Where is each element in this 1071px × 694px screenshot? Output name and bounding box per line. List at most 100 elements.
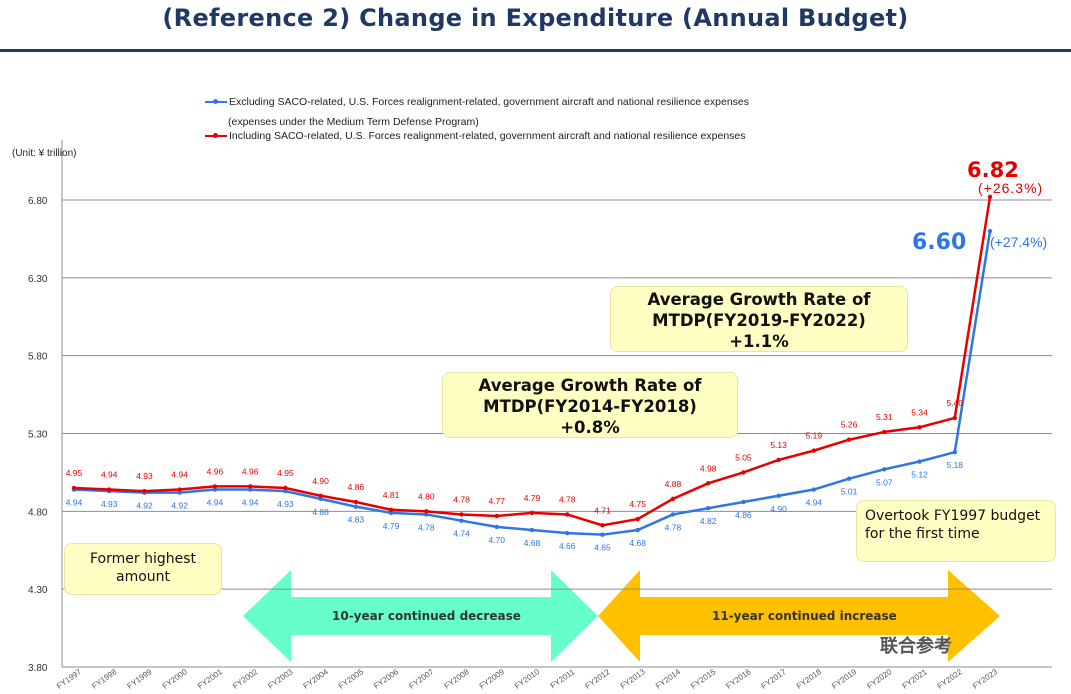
legend-red: Including SACO-related, U.S. Forces real…	[205, 130, 746, 142]
former-highest-text: Former highest amount	[89, 551, 196, 585]
x-tick-label: FY2008	[443, 667, 472, 691]
data-label: 4.95	[66, 468, 83, 478]
data-label: 4.68	[629, 538, 646, 548]
legend-red-swatch	[205, 133, 227, 139]
callout-mtdp-2019-2022: Average Growth Rate of MTDP(FY2019-FY202…	[610, 286, 908, 352]
legend-blue-label: Excluding SACO-related, U.S. Forces real…	[229, 96, 750, 108]
callout-mtdp-2014-2018: Average Growth Rate of MTDP(FY2014-FY201…	[442, 372, 738, 438]
data-point	[247, 487, 253, 492]
page-title: (Reference 2) Change in Expenditure (Ann…	[162, 4, 909, 32]
red-end-value: 6.82	[967, 158, 1019, 182]
data-point	[459, 512, 464, 517]
x-tick-label: FY2001	[196, 667, 225, 691]
data-label: 4.88	[665, 479, 682, 489]
data-point	[388, 510, 394, 516]
data-point	[741, 499, 746, 505]
data-point	[670, 496, 676, 502]
y-tick-label: 4.30	[28, 585, 48, 596]
data-label: 4.65	[594, 543, 611, 553]
data-label: 4.94	[806, 498, 823, 508]
data-point	[494, 513, 499, 519]
data-point	[529, 510, 535, 516]
blue-end-pct: (+27.4%)	[990, 234, 1048, 250]
data-label: 5.12	[911, 470, 928, 480]
data-label: 4.95	[277, 468, 294, 478]
data-label: 5.05	[735, 452, 752, 462]
data-point	[882, 467, 887, 472]
data-label: 4.70	[488, 535, 505, 545]
y-tick-label: 6.30	[28, 274, 48, 285]
x-tick-label: FY2020	[865, 667, 894, 691]
data-label: 4.78	[559, 494, 576, 504]
y-tick-label: 5.30	[28, 430, 48, 441]
callout-former-highest: Former highest amount	[64, 543, 222, 595]
data-point	[776, 457, 781, 463]
data-label: 4.86	[348, 482, 365, 492]
data-label: 4.96	[207, 466, 224, 476]
data-label: 4.90	[770, 504, 787, 514]
decrease-arrow-label: 10-year continued decrease	[332, 609, 521, 623]
data-point	[212, 484, 218, 489]
increase-arrow	[598, 570, 1000, 662]
data-point	[952, 415, 957, 421]
x-tick-label: FY2000	[161, 667, 190, 691]
blue-end-value: 6.60	[912, 230, 967, 255]
data-label: 4.94	[101, 470, 118, 480]
data-point	[107, 487, 112, 492]
data-point	[212, 487, 218, 492]
data-point	[987, 228, 993, 234]
data-label: 5.19	[806, 431, 823, 441]
data-label: 4.94	[66, 498, 83, 508]
data-label: 4.93	[136, 471, 153, 481]
data-label: 5.40	[946, 398, 963, 408]
legend-blue-sub: (expenses under the Medium Term Defense …	[228, 116, 479, 128]
x-tick-label: FY2017	[760, 667, 789, 691]
data-label: 4.93	[101, 499, 118, 509]
data-point	[529, 527, 535, 533]
data-label: 4.94	[171, 470, 188, 480]
data-point	[353, 504, 359, 509]
data-label: 4.93	[277, 499, 294, 509]
data-label: 4.94	[207, 498, 224, 508]
data-point	[353, 499, 359, 505]
x-tick-label: FY1998	[90, 667, 119, 691]
x-tick-label: FY2003	[266, 667, 295, 691]
data-label: 4.92	[136, 501, 153, 511]
y-tick-label: 3.80	[28, 663, 48, 674]
data-label: 5.31	[876, 412, 893, 422]
watermark-text: 联合参考	[880, 636, 952, 657]
data-point	[565, 512, 570, 517]
data-label: 4.90	[312, 476, 329, 486]
x-tick-label: FY2012	[583, 667, 612, 691]
data-point	[917, 425, 922, 430]
data-label: 4.79	[383, 521, 400, 531]
data-label: 4.66	[559, 541, 576, 551]
callout2-line1: Average Growth Rate of	[647, 290, 871, 309]
callout1-line1: Average Growth Rate of	[478, 376, 702, 395]
data-label: 5.18	[946, 460, 963, 470]
callout-overtook: Overtook FY1997 budget for the first tim…	[856, 500, 1056, 562]
data-label: 4.74	[453, 529, 470, 539]
red-end-pct: (+26.3%)	[978, 180, 1044, 196]
x-tick-label: FY2010	[513, 667, 542, 691]
data-point	[247, 484, 253, 489]
data-point	[670, 512, 676, 517]
callout1-line3: +0.8%	[560, 418, 620, 437]
data-point	[494, 524, 499, 530]
data-point	[811, 487, 817, 492]
data-point	[635, 516, 640, 522]
data-point	[952, 449, 957, 455]
y-tick-label: 5.80	[28, 352, 48, 363]
data-point	[776, 493, 781, 498]
data-point	[600, 523, 605, 528]
increase-arrow-label: 11-year continued increase	[712, 609, 897, 623]
x-tick-label: FY2005	[337, 667, 366, 691]
data-label: 4.68	[524, 538, 541, 548]
legend-red-label: Including SACO-related, U.S. Forces real…	[229, 130, 746, 142]
x-tick-label: FY2023	[971, 667, 1000, 691]
data-label: 4.75	[629, 499, 646, 509]
title-rule	[0, 49, 1071, 52]
data-point	[705, 481, 711, 486]
legend-blue: Excluding SACO-related, U.S. Forces real…	[205, 96, 749, 108]
